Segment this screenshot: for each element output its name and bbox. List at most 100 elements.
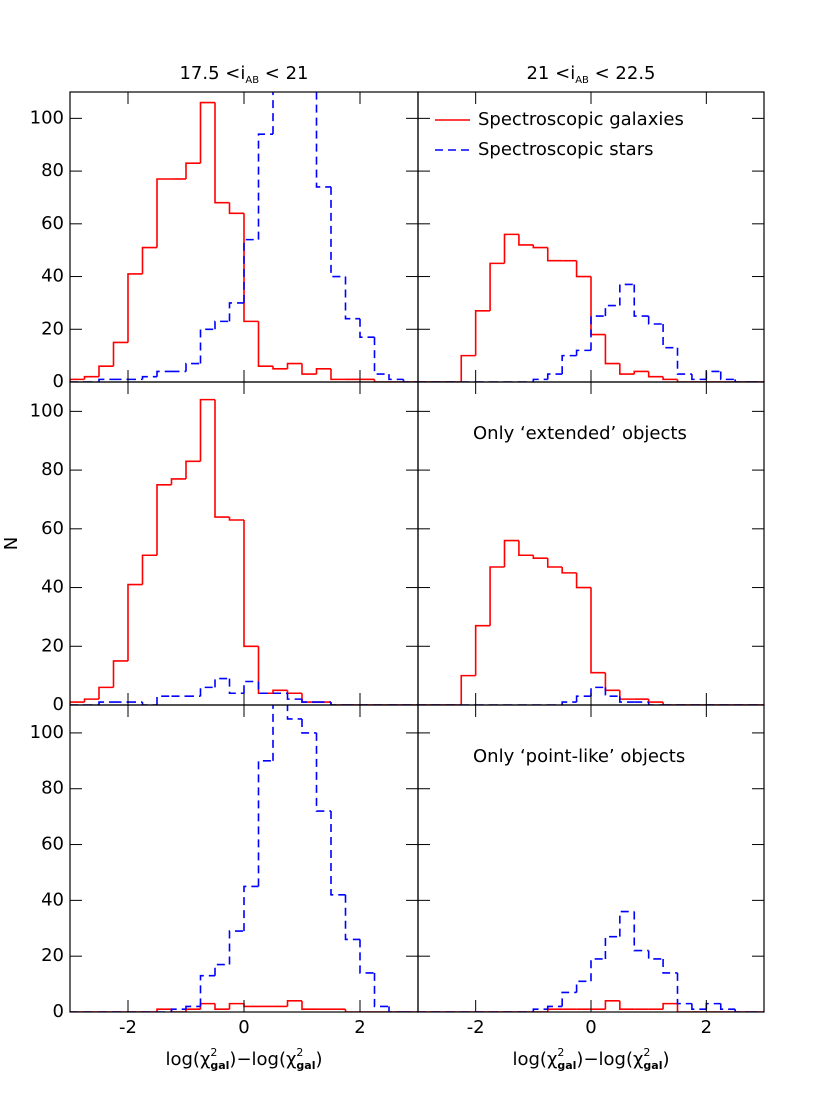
histogram-step (575, 980, 591, 993)
histogram-step (170, 1008, 186, 1012)
panel-0 (70, 92, 418, 382)
histogram-step (503, 539, 519, 567)
histogram-step (272, 689, 288, 694)
histogram-step (98, 365, 114, 377)
histogram-step (170, 478, 186, 485)
histogram-step (286, 705, 302, 720)
histogram-step (633, 911, 649, 952)
histogram-step (70, 701, 85, 705)
x-axis-label-part: )−log(χ (229, 1049, 296, 1070)
histogram-step (257, 760, 273, 887)
histogram-step (575, 260, 591, 278)
x-axis-label-part: gal (296, 1059, 315, 1072)
histogram-step (676, 1003, 692, 1012)
histogram-step (185, 362, 201, 372)
histogram-step (344, 1009, 360, 1012)
histogram-step (301, 718, 317, 734)
histogram-step (518, 540, 534, 557)
histogram-step (619, 363, 635, 375)
x-tick-label: -2 (467, 1017, 485, 1038)
histogram-step (243, 520, 259, 648)
histogram-step (185, 162, 201, 179)
histogram-step (662, 324, 678, 349)
histogram-step (344, 276, 360, 320)
histogram-step (83, 698, 99, 703)
x-axis-label: log(χ2 gal)−log(χ2 gal) (512, 1046, 669, 1072)
histogram-step (619, 283, 635, 306)
histogram-step (70, 378, 85, 382)
histogram-step (98, 686, 114, 700)
histogram-step (257, 681, 273, 695)
histogram-step (228, 302, 244, 322)
legend-label: Spectroscopic stars (478, 139, 653, 160)
histogram-step (705, 1002, 721, 1010)
histogram-step (330, 186, 346, 278)
panel-title-part: AB (245, 75, 259, 86)
histogram-step (590, 587, 606, 674)
histogram-step (141, 702, 157, 705)
histogram-step (141, 246, 157, 274)
histogram-step (214, 102, 230, 204)
histogram-step (619, 696, 635, 703)
histogram-step (691, 1003, 707, 1011)
histogram-step (199, 328, 215, 364)
histogram-step (141, 554, 157, 585)
histogram-step (243, 885, 259, 932)
x-axis-label-part: log(χ (512, 1049, 557, 1070)
y-tick-label: 80 (41, 160, 64, 181)
y-tick-label: 80 (41, 459, 64, 480)
histogram-step (112, 660, 128, 688)
x-axis-label-part: 2 (643, 1046, 650, 1059)
y-tick-label: 20 (41, 945, 64, 966)
histogram-step (575, 695, 591, 703)
histogram-step (619, 910, 635, 937)
y-tick-label: 0 (53, 371, 64, 392)
histogram-step (199, 101, 215, 164)
histogram-step (604, 334, 620, 365)
histogram-step (474, 310, 491, 356)
histogram-step (734, 1009, 750, 1012)
histogram-step (460, 674, 476, 705)
histogram-step (243, 1003, 259, 1008)
histogram-step (272, 705, 274, 761)
histogram-step (243, 680, 259, 694)
histogram-step (257, 646, 273, 695)
histogram-step (590, 276, 606, 336)
histogram-step (561, 991, 577, 1007)
histogram-step (199, 1002, 215, 1010)
x-axis-label-part: gal (643, 1059, 662, 1072)
histogram-step (156, 178, 172, 248)
frame (69, 704, 419, 1013)
histogram-step (286, 1000, 302, 1007)
histogram-step (272, 366, 288, 370)
y-tick-label: 40 (41, 577, 64, 598)
y-tick-label: 0 (53, 694, 64, 715)
histogram-step (532, 1008, 548, 1012)
x-tick-label: -2 (119, 1017, 137, 1038)
histogram-step (359, 318, 375, 338)
y-tick-label: 80 (41, 778, 64, 799)
histogram-step (214, 963, 230, 976)
histogram-step (662, 702, 678, 705)
histogram-step (315, 732, 331, 812)
histogram-step (301, 363, 317, 375)
histogram-step (228, 1002, 244, 1010)
histogram-step (503, 233, 519, 264)
y-tick-label: 100 (30, 400, 64, 421)
histogram-step (156, 1008, 172, 1012)
panel-3 (418, 539, 764, 705)
panel-title-part: < 22.5 (589, 63, 656, 84)
y-tick-label: 20 (41, 318, 64, 339)
histogram-step (647, 699, 664, 703)
x-axis-label-part: )−log(χ (576, 1049, 643, 1070)
histogram-step (546, 247, 563, 262)
histogram-step (662, 1002, 678, 1010)
histogram-step (590, 958, 606, 982)
histogram-step (647, 371, 664, 378)
histogram-step (315, 368, 331, 375)
panel-5 (418, 910, 764, 1012)
histogram-step (199, 398, 215, 462)
histogram-step (228, 930, 244, 965)
histogram-step (402, 379, 418, 382)
histogram-step (489, 566, 505, 626)
